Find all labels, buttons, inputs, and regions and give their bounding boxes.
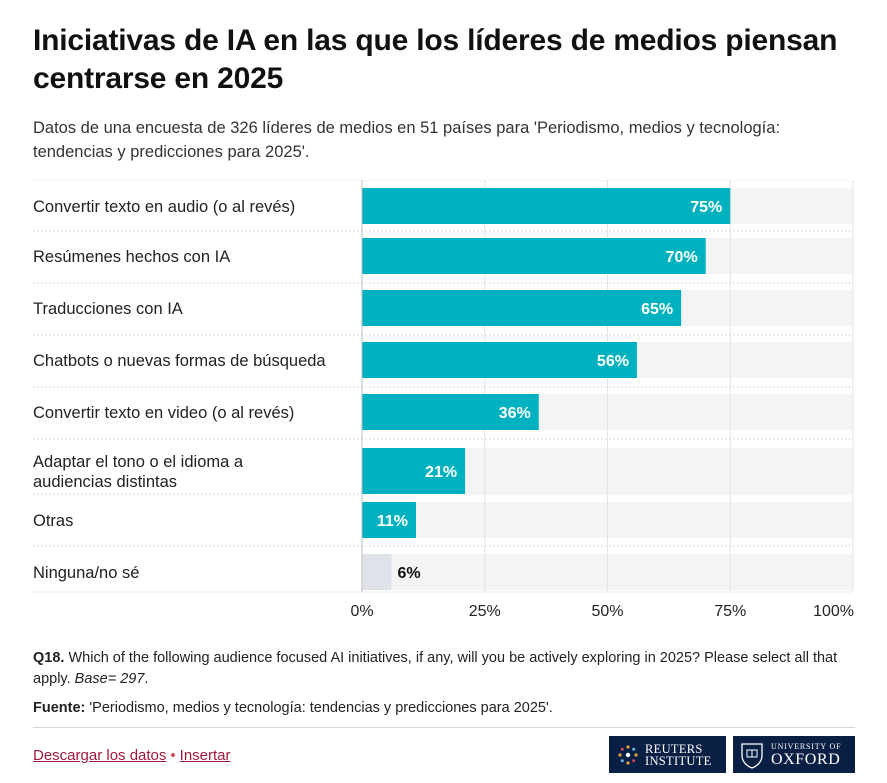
reuters-line1: REUTERS [645, 741, 703, 756]
divider [33, 727, 855, 728]
category-label: Otras [33, 512, 73, 530]
value-label: 70% [666, 249, 698, 266]
x-tick-label: 75% [714, 603, 746, 620]
category-label: Adaptar el tono o el idioma a audiencias … [33, 453, 244, 491]
x-tick-label: 0% [350, 603, 373, 620]
question-label: Q18. [33, 650, 65, 666]
reuters-line2: INSTITUTE [645, 753, 712, 768]
base-text: Base= 297 [74, 671, 145, 687]
value-label: 75% [690, 199, 722, 216]
bar [362, 188, 731, 224]
oxford-line2: OXFORD [771, 750, 841, 768]
bar [362, 448, 466, 494]
category-label: Chatbots o nuevas formas de búsqueda [33, 352, 326, 370]
bar [362, 238, 706, 274]
value-label: 36% [499, 405, 531, 422]
question-text: Which of the following audience focused … [33, 650, 838, 687]
x-tick-label: 50% [591, 603, 623, 620]
bar [362, 502, 417, 538]
bar [362, 394, 539, 430]
question-footnote: Q18. Which of the following audience foc… [33, 650, 838, 687]
category-label: Convertir texto en audio (o al revés) [33, 198, 295, 216]
category-label: Resúmenes hechos con IA [33, 248, 230, 266]
reuters-institute-logo[interactable]: REUTERS INSTITUTE [609, 736, 726, 773]
reuters-dots-icon [618, 744, 638, 765]
source-label: Fuente: [33, 700, 86, 716]
bar [362, 342, 637, 378]
bar [362, 290, 682, 326]
university-of-oxford-logo[interactable]: UNIVERSITY OF OXFORD [733, 736, 855, 773]
x-tick-label: 25% [469, 603, 501, 620]
category-label: Convertir texto en video (o al revés) [33, 404, 294, 422]
value-label: 21% [425, 464, 457, 481]
oxford-crest-icon [741, 742, 763, 769]
embed-link[interactable]: Insertar [179, 747, 231, 764]
value-label: 11% [377, 513, 408, 530]
value-label: 56% [597, 353, 629, 370]
chart-subtitle: Datos de una encuesta de 326 líderes de … [33, 119, 781, 161]
bar-chart: Convertir texto en audio (o al revés) 75%… [33, 180, 854, 620]
download-data-link[interactable]: Descargar los datos [33, 747, 167, 764]
footer-links: Descargar los datos • Insertar [33, 747, 231, 764]
value-label: 65% [641, 301, 673, 318]
category-label: Ninguna/no sé [33, 564, 139, 582]
chart-title: Iniciativas de IA en las que los líderes… [33, 24, 838, 95]
x-tick-label: 100% [813, 603, 854, 620]
oxford-line1: UNIVERSITY OF [771, 741, 842, 751]
category-label: Traducciones con IA [33, 300, 183, 318]
link-separator: • [170, 747, 176, 764]
source-footnote: Fuente: 'Periodismo, medios y tecnología… [33, 698, 853, 719]
bar [362, 554, 392, 590]
value-label: 6% [397, 565, 420, 582]
source-text: 'Periodismo, medios y tecnología: tenden… [89, 700, 553, 716]
